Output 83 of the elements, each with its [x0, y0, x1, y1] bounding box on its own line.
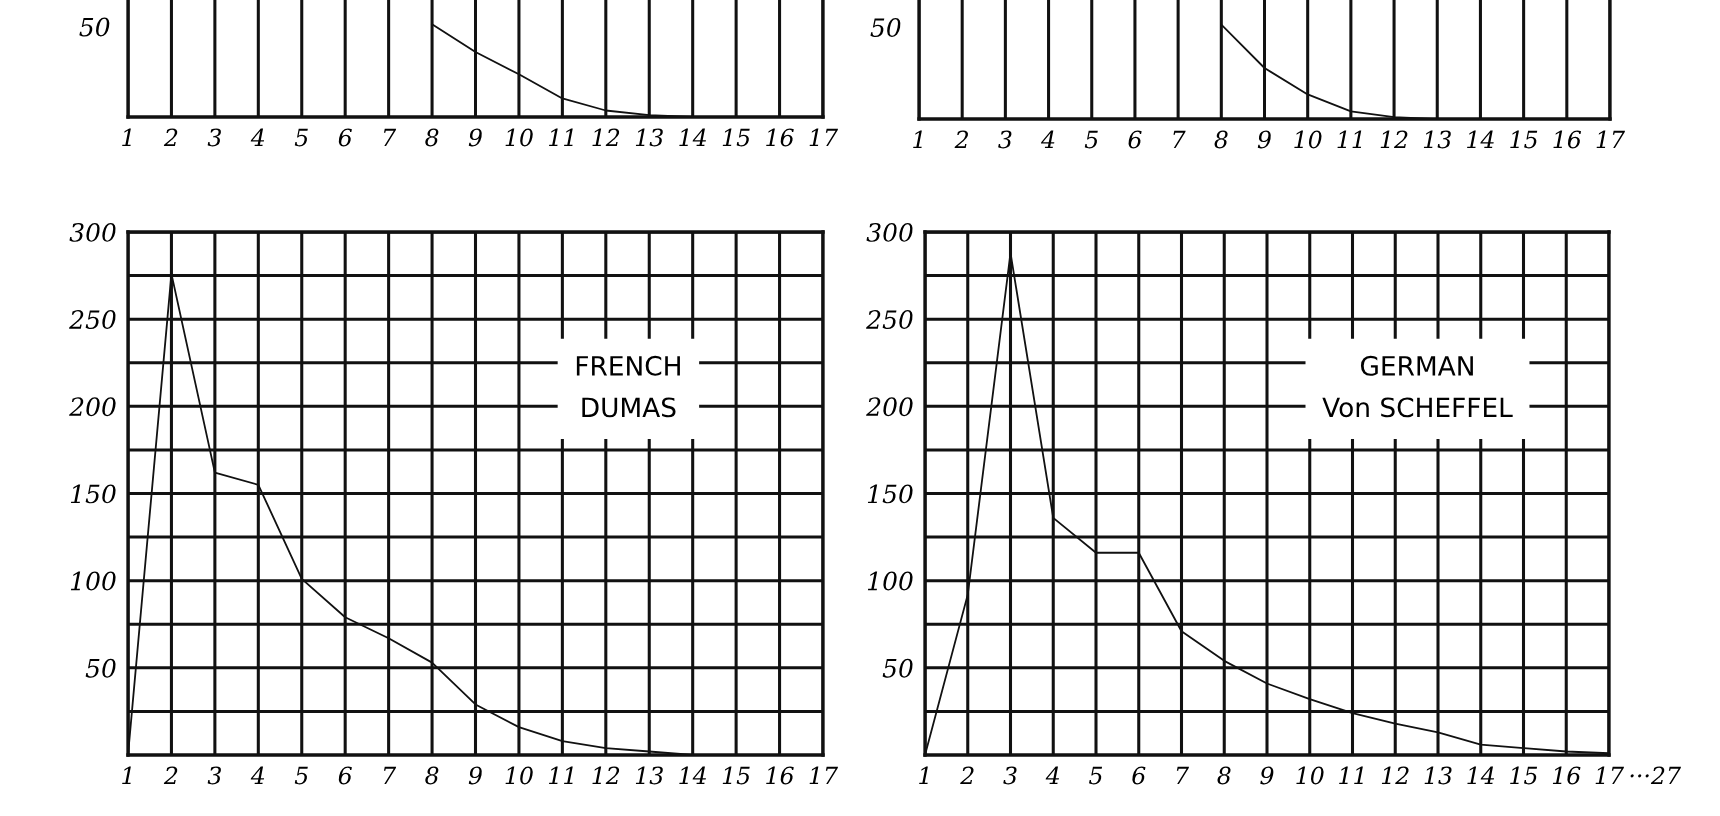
x-tick-label: 5 [294, 766, 308, 785]
x-tick-label: 11 [1337, 130, 1362, 149]
x-tick-label: 17 [1595, 766, 1624, 785]
x-tick-label: 8 [1214, 130, 1228, 149]
x-tick-label: 8 [1217, 766, 1231, 785]
x-tick-label: 5 [294, 128, 308, 147]
x-tick-label: 14 [679, 766, 706, 785]
x-tick-label: 1 [122, 766, 131, 785]
x-tick-label: 10 [505, 766, 533, 785]
x-tick-label: 12 [592, 766, 620, 785]
y-tick-label: 200 [69, 397, 116, 417]
x-tick-label: 12 [592, 128, 620, 147]
x-tick-label: 8 [425, 128, 439, 147]
x-tick-label: 3 [207, 766, 221, 785]
y-tick-label: 250 [69, 310, 116, 330]
x-tick-label: 16 [766, 128, 794, 147]
y-tick-label: 150 [867, 484, 913, 504]
x-tick-label: 10 [505, 128, 533, 147]
x-tick-label: 1 [122, 128, 131, 147]
x-tick-label: 15 [1510, 766, 1538, 785]
y-tick-label: 200 [866, 397, 913, 417]
x-tick-label: 2 [163, 766, 178, 785]
x-tick-label: 13 [635, 766, 663, 785]
y-tick-label: 150 [70, 484, 116, 504]
x-tick-label: 6 [338, 766, 352, 785]
x-tick-label: 1 [919, 766, 928, 785]
x-tick-label: 7 [1173, 130, 1186, 149]
x-tick-label: 4 [250, 766, 265, 785]
x-tick-label: 15 [722, 766, 750, 785]
x-tick-label: 3 [998, 130, 1012, 149]
x-tick-label: 5 [1084, 130, 1098, 149]
x-tick-label: 6 [1132, 766, 1146, 785]
x-tick-label: 6 [1128, 130, 1142, 149]
x-tick-label: 17 [809, 128, 838, 147]
y-tick-label: 100 [70, 571, 116, 591]
x-tick-label: 7 [383, 766, 397, 785]
x-tick-label: 4 [1040, 130, 1055, 149]
x-tick-label: 7 [1176, 766, 1189, 785]
x-tick-label: 14 [1467, 130, 1494, 149]
x-tick-label: 11 [1339, 766, 1363, 785]
x-tick-label: 11 [549, 128, 573, 147]
x-tick-label: 4 [1045, 766, 1060, 785]
x-tick-label: 14 [679, 128, 706, 147]
x-tick-label: 2 [954, 130, 969, 149]
x-tick-label: 9 [1260, 766, 1274, 785]
x-tick-label: 9 [468, 766, 482, 785]
y-tick-label: 300 [866, 222, 913, 242]
x-tick-label: 11 [549, 766, 573, 785]
x-tick-label: 8 [425, 766, 439, 785]
annotation: FRENCH DUMAS [576, 355, 680, 418]
x-tick-label: 13 [1423, 130, 1451, 149]
x-tick-label: 4 [250, 128, 265, 147]
x-tick-label: 7 [383, 128, 397, 147]
x-tick-label: 1 [913, 130, 922, 149]
x-tick-label: 9 [468, 128, 482, 147]
x-tick-label: 15 [722, 128, 750, 147]
x-tick-label: 16 [1553, 130, 1582, 149]
x-tick-label: 6 [338, 128, 352, 147]
x-tick-label: 12 [1381, 766, 1409, 785]
x-tick-label: 2 [163, 128, 178, 147]
y-tick-label: 100 [867, 571, 913, 591]
x-tick-label: 3 [207, 128, 221, 147]
x-tick-label: 14 [1467, 766, 1495, 785]
x-tick-label: 10 [1296, 766, 1324, 785]
x-tick-label: 10 [1294, 130, 1322, 149]
x-tick-label: 13 [635, 128, 663, 147]
x-tick-label: 16 [766, 766, 794, 785]
x-tick-label: 15 [1510, 130, 1538, 149]
x-tick-label: 12 [1380, 130, 1408, 149]
x-tick-label: 9 [1257, 130, 1271, 149]
x-tick-label: 5 [1089, 766, 1103, 785]
x-tick-label: 13 [1424, 766, 1452, 785]
x-tick-label: 16 [1552, 766, 1581, 785]
text: ···27 [1630, 766, 1681, 785]
y-tick-label: 250 [866, 310, 913, 330]
annotation: GERMAN Von SCHEFFEL [1322, 355, 1513, 418]
x-tick-label: 3 [1003, 766, 1017, 785]
x-tick-label: 17 [1596, 130, 1625, 149]
x-tick-label: 2 [960, 766, 974, 785]
y-tick-label: 300 [69, 222, 116, 242]
y-tick-label: 50 [85, 658, 116, 678]
x-tick-label: 17 [809, 766, 838, 785]
y-tick-label: 50 [882, 658, 913, 678]
